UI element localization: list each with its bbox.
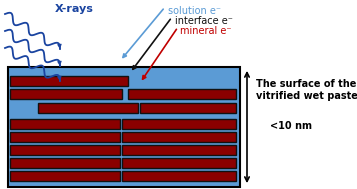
Bar: [10, 145, 120, 155]
Text: mineral e⁻: mineral e⁻: [180, 26, 231, 36]
Text: X-rays: X-rays: [55, 4, 94, 14]
Bar: [122, 145, 236, 155]
Text: The surface of the
vitrified wet paste: The surface of the vitrified wet paste: [256, 79, 357, 101]
Bar: [10, 132, 120, 142]
Text: solution e⁻: solution e⁻: [168, 6, 221, 16]
Bar: [122, 132, 236, 142]
Bar: [122, 171, 236, 181]
Bar: [38, 103, 138, 113]
Bar: [10, 158, 120, 168]
Bar: [140, 103, 236, 113]
Bar: [122, 158, 236, 168]
Bar: [10, 89, 122, 99]
Bar: [128, 89, 236, 99]
Bar: [122, 119, 236, 129]
Text: <10 nm: <10 nm: [270, 121, 312, 131]
Bar: [10, 76, 128, 86]
Bar: [10, 119, 120, 129]
Bar: [8, 67, 240, 187]
Bar: [10, 171, 120, 181]
Text: interface e⁻: interface e⁻: [175, 16, 233, 26]
